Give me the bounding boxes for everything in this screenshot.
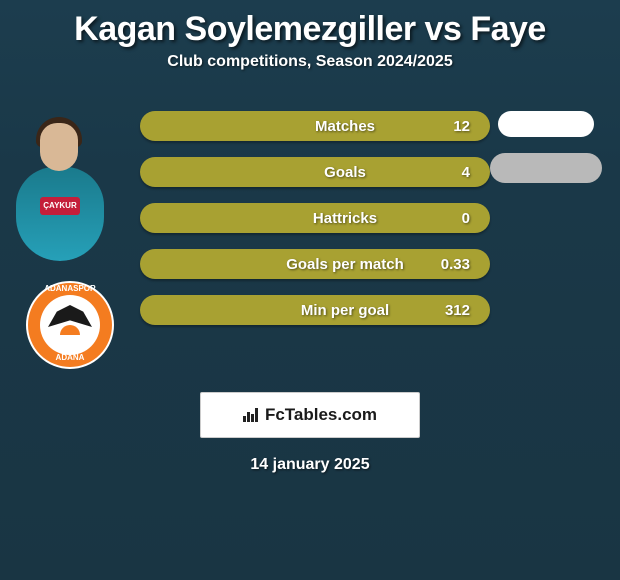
- stat-label: Goals: [160, 164, 430, 181]
- player-avatar: ÇAYKUR: [10, 111, 110, 261]
- badge-top-text: ADANASPOR: [20, 284, 120, 293]
- subtitle: Club competitions, Season 2024/2025: [0, 53, 620, 91]
- pill-2: [490, 153, 602, 183]
- stat-value: 0: [430, 210, 470, 227]
- date-text: 14 january 2025: [250, 456, 369, 474]
- stat-row-hattricks: Hattricks 0: [140, 203, 490, 233]
- stat-row-goals-per-match: Goals per match 0.33: [140, 249, 490, 279]
- stat-value: 0.33: [430, 256, 470, 273]
- page-title: Kagan Soylemezgiller vs Faye: [0, 0, 620, 53]
- stat-bars: Matches 12 Goals 4 Hattricks 0 Goals per…: [140, 91, 490, 325]
- jersey-logo: ÇAYKUR: [40, 197, 80, 215]
- club-badge: ADANASPOR ADANA: [20, 281, 120, 367]
- brand-box: FcTables.com: [200, 392, 420, 438]
- head-shape: [40, 123, 78, 171]
- brand-text: FcTables.com: [265, 405, 377, 425]
- bar-chart-icon: [243, 408, 261, 422]
- stat-row-matches: Matches 12: [140, 111, 490, 141]
- pill-1: [498, 111, 594, 137]
- badge-bottom-text: ADANA: [20, 353, 120, 362]
- stat-label: Goals per match: [160, 256, 430, 273]
- left-column: ÇAYKUR ADANASPOR ADANA: [10, 111, 120, 367]
- stat-value: 12: [430, 118, 470, 135]
- footer: FcTables.com 14 january 2025: [0, 392, 620, 474]
- stat-label: Matches: [160, 118, 430, 135]
- stat-value: 4: [430, 164, 470, 181]
- stat-label: Min per goal: [160, 302, 430, 319]
- stat-label: Hattricks: [160, 210, 430, 227]
- stat-value: 312: [430, 302, 470, 319]
- stat-row-min-per-goal: Min per goal 312: [140, 295, 490, 325]
- right-pills: [490, 111, 602, 199]
- stat-row-goals: Goals 4: [140, 157, 490, 187]
- comparison-area: ÇAYKUR ADANASPOR ADANA Matches 12 Goals …: [0, 91, 620, 325]
